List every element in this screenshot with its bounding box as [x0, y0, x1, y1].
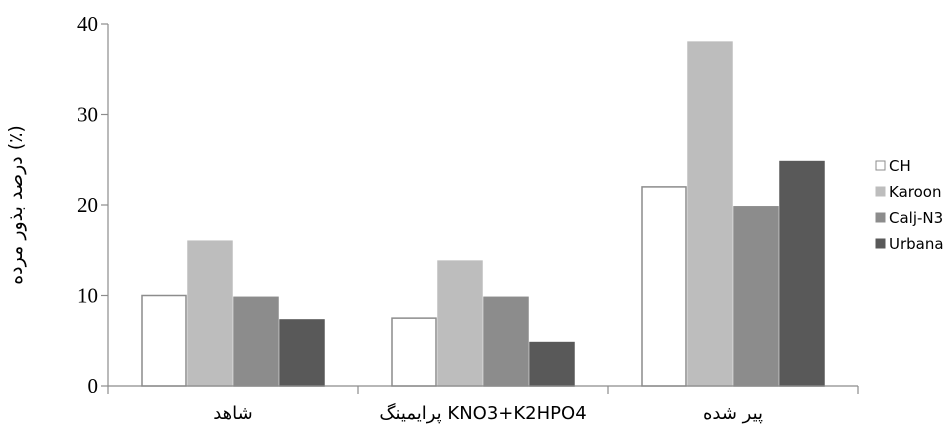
legend-label: CH	[889, 157, 911, 175]
legend-label: Calj-N3	[889, 209, 943, 227]
bar-ch-0	[142, 296, 186, 387]
y-tick-label: 30	[77, 103, 98, 127]
category-label: پرایمینگ KNO3+K2HPO4	[379, 402, 586, 424]
legend: CH Karoon Calj-N3 Urbana Y	[876, 157, 944, 253]
category-label: شاهد	[213, 403, 253, 424]
bar-karoon-1	[438, 261, 482, 386]
legend-label: Urbana Y	[889, 235, 944, 253]
bar-urbana-y-0	[280, 320, 324, 386]
bar-ch-2	[642, 187, 686, 386]
y-ticks-group: 0 10 20 30 40	[77, 12, 108, 398]
legend-label: Karoon	[889, 183, 941, 201]
bar-karoon-2	[688, 42, 732, 386]
bar-calj-n3-0	[234, 297, 278, 386]
x-ticks-group	[108, 386, 858, 394]
bar-ch-1	[392, 318, 436, 386]
y-tick-label: 40	[77, 12, 98, 36]
bars-group	[142, 42, 824, 386]
bar-urbana-y-2	[780, 162, 824, 386]
bar-calj-n3-1	[484, 297, 528, 386]
legend-swatch	[876, 161, 885, 170]
y-tick-label: 10	[77, 284, 98, 308]
legend-swatch	[876, 239, 885, 248]
bar-karoon-0	[188, 241, 232, 386]
y-tick-label: 20	[77, 193, 98, 217]
y-axis-label: درصد بذور مرده (٪)	[5, 125, 27, 285]
legend-swatch	[876, 187, 885, 196]
y-tick-label: 0	[88, 374, 99, 398]
bar-urbana-y-1	[530, 343, 574, 386]
legend-swatch	[876, 213, 885, 222]
category-labels-group: شاهد پرایمینگ KNO3+K2HPO4 پیر شده	[213, 402, 763, 424]
bar-calj-n3-2	[734, 207, 778, 386]
category-label: پیر شده	[703, 403, 763, 424]
